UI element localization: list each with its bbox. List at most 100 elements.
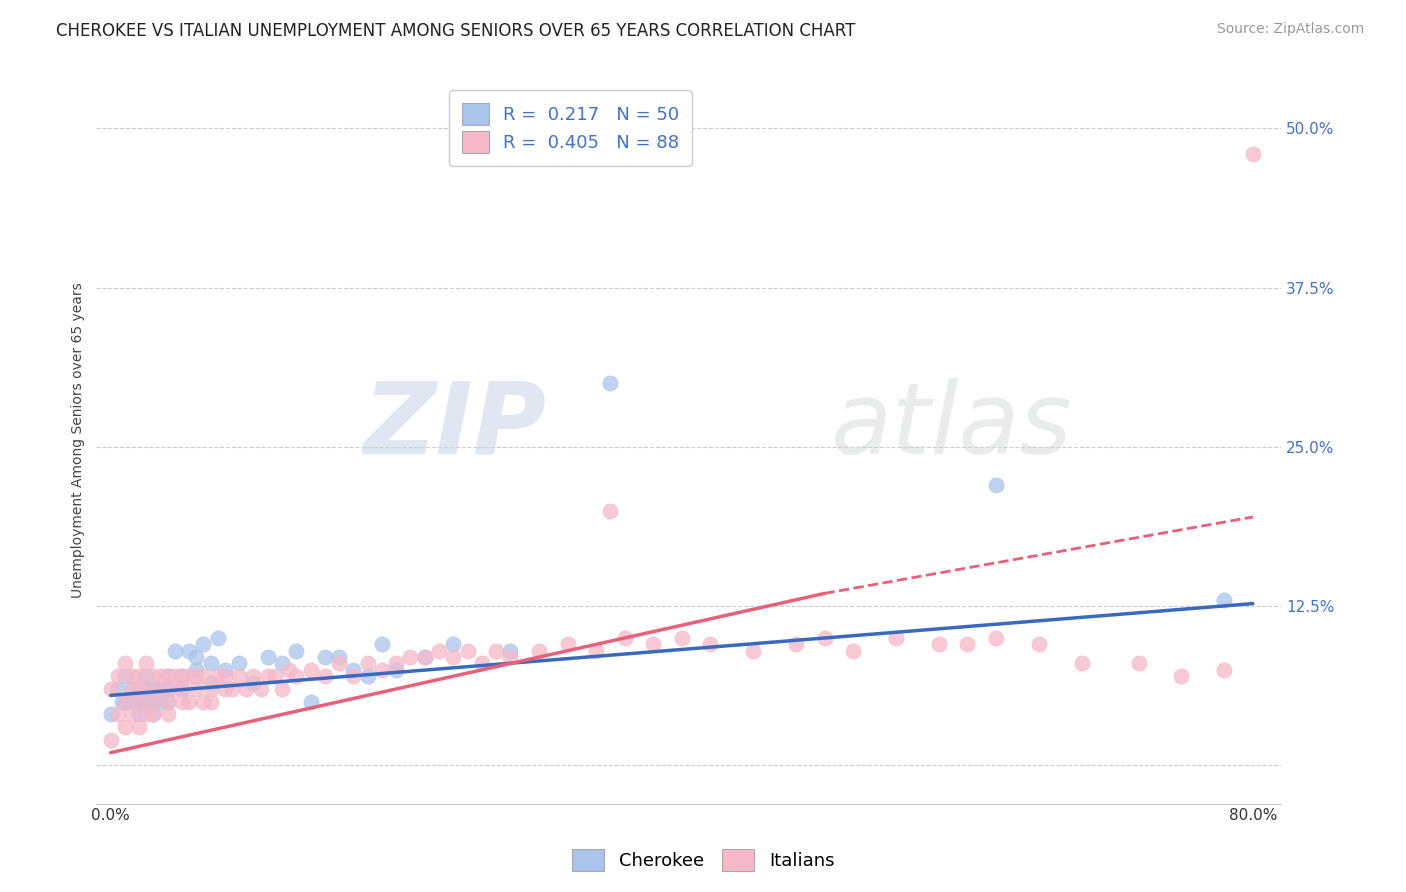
Point xyxy=(170,669,193,683)
Point xyxy=(328,650,350,665)
Point xyxy=(413,650,436,665)
Point xyxy=(121,681,143,696)
Point xyxy=(271,681,294,696)
Point xyxy=(385,657,408,671)
Point xyxy=(142,669,165,683)
Point xyxy=(149,681,172,696)
Point xyxy=(121,695,143,709)
Point xyxy=(100,733,122,747)
Point xyxy=(186,669,208,683)
Point xyxy=(156,669,179,683)
Point xyxy=(128,720,150,734)
Point xyxy=(121,707,143,722)
Point xyxy=(121,669,143,683)
Point xyxy=(170,669,193,683)
Point xyxy=(100,681,122,696)
Point xyxy=(557,637,579,651)
Point xyxy=(256,650,278,665)
Point xyxy=(413,650,436,665)
Point xyxy=(121,681,143,696)
Point xyxy=(135,681,157,696)
Point xyxy=(228,669,250,683)
Point xyxy=(114,669,136,683)
Point xyxy=(149,669,172,683)
Point xyxy=(111,695,134,709)
Point xyxy=(356,657,378,671)
Point xyxy=(128,669,150,683)
Point xyxy=(207,669,229,683)
Point xyxy=(842,644,865,658)
Point xyxy=(328,657,350,671)
Point xyxy=(214,681,236,696)
Point xyxy=(149,681,172,696)
Point xyxy=(471,657,494,671)
Point xyxy=(142,707,165,722)
Point xyxy=(785,637,807,651)
Point xyxy=(884,631,907,645)
Point xyxy=(200,657,222,671)
Point xyxy=(271,657,294,671)
Point xyxy=(186,681,208,696)
Point xyxy=(142,681,165,696)
Point xyxy=(149,695,172,709)
Point xyxy=(249,681,271,696)
Point xyxy=(643,637,665,651)
Point xyxy=(128,707,150,722)
Point xyxy=(135,657,157,671)
Point xyxy=(299,695,322,709)
Point xyxy=(699,637,721,651)
Point xyxy=(186,650,208,665)
Point xyxy=(135,695,157,709)
Point xyxy=(107,707,129,722)
Point xyxy=(613,631,636,645)
Point xyxy=(128,695,150,709)
Point xyxy=(984,631,1007,645)
Text: ZIP: ZIP xyxy=(364,377,547,475)
Point xyxy=(179,695,201,709)
Point xyxy=(263,669,285,683)
Point xyxy=(193,669,215,683)
Point xyxy=(128,681,150,696)
Point xyxy=(928,637,950,651)
Point xyxy=(1170,669,1192,683)
Point xyxy=(599,376,621,391)
Point xyxy=(193,695,215,709)
Point xyxy=(135,669,157,683)
Point xyxy=(214,669,236,683)
Point xyxy=(156,695,179,709)
Point xyxy=(342,663,364,677)
Point xyxy=(186,663,208,677)
Point xyxy=(114,695,136,709)
Point xyxy=(193,637,215,651)
Point xyxy=(114,657,136,671)
Text: atlas: atlas xyxy=(831,377,1073,475)
Point xyxy=(100,707,122,722)
Point xyxy=(1213,663,1236,677)
Point xyxy=(142,695,165,709)
Point xyxy=(371,663,394,677)
Point xyxy=(285,644,308,658)
Point xyxy=(221,681,243,696)
Point xyxy=(242,669,264,683)
Point xyxy=(299,663,322,677)
Point xyxy=(371,637,394,651)
Point xyxy=(314,650,336,665)
Point xyxy=(135,707,157,722)
Point xyxy=(200,681,222,696)
Point xyxy=(813,631,835,645)
Point xyxy=(1213,592,1236,607)
Point xyxy=(599,503,621,517)
Text: Source: ZipAtlas.com: Source: ZipAtlas.com xyxy=(1216,22,1364,37)
Point xyxy=(135,681,157,696)
Point xyxy=(170,695,193,709)
Point xyxy=(285,669,308,683)
Point xyxy=(156,695,179,709)
Point xyxy=(163,669,186,683)
Point xyxy=(278,663,301,677)
Text: CHEROKEE VS ITALIAN UNEMPLOYMENT AMONG SENIORS OVER 65 YEARS CORRELATION CHART: CHEROKEE VS ITALIAN UNEMPLOYMENT AMONG S… xyxy=(56,22,856,40)
Point xyxy=(156,669,179,683)
Y-axis label: Unemployment Among Seniors over 65 years: Unemployment Among Seniors over 65 years xyxy=(72,283,86,599)
Point xyxy=(156,681,179,696)
Point xyxy=(156,707,179,722)
Point xyxy=(242,675,264,690)
